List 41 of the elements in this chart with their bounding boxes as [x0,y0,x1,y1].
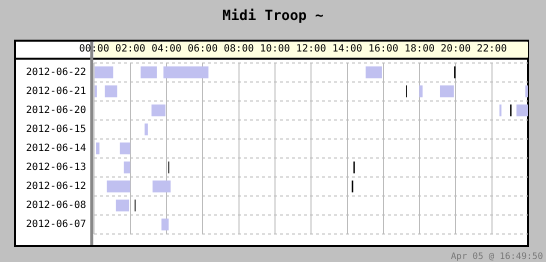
x-tick-label: 12:00 [296,43,326,54]
bar [120,142,130,154]
x-tick-label: 18:00 [404,43,435,54]
y-tick-label: 2012-06-14 [26,142,86,154]
bar [516,104,528,116]
x-tick-label: 04:00 [151,43,182,54]
y-tick-label: 2012-06-13 [26,162,86,174]
y-tick-label: 2012-06-15 [26,124,86,135]
x-tick-label: 10:00 [260,43,290,54]
x-tick-label: 02:00 [115,43,146,54]
y-tick-label: 2012-06-08 [26,200,86,212]
bar [163,66,208,78]
x-tick-label: 16:00 [368,43,398,54]
y-tick-label: 2012-06-07 [26,219,86,230]
bar [144,123,148,136]
y-tick-label: 2012-06-22 [26,66,86,78]
y-tick-label: 2012-06-21 [26,86,86,97]
bar [161,218,169,230]
x-tick-label: 08:00 [224,43,254,54]
bar [366,66,382,78]
bar [152,104,166,116]
x-tick-label: 06:00 [188,43,218,54]
x-tick-label: 20:00 [440,43,471,54]
chart-title: Midi Troop ~ [222,8,324,24]
x-tick-label: 22:00 [476,43,507,54]
bar [140,66,157,78]
bar [94,66,114,78]
text: Apr 05 @ 16:49:50 [450,252,543,262]
bar [96,142,100,154]
bar [124,162,130,174]
bar [104,85,118,98]
x-tick-label: 00:00 [79,43,110,54]
bar [525,85,528,98]
bar [106,180,130,192]
y-tick-label: 2012-06-20 [26,104,86,116]
x-tick-label: 14:00 [332,43,362,54]
bar [116,200,130,212]
bar [419,85,423,98]
bar [152,180,171,192]
y-tick-label: 2012-06-12 [26,181,86,192]
bar [440,85,454,98]
